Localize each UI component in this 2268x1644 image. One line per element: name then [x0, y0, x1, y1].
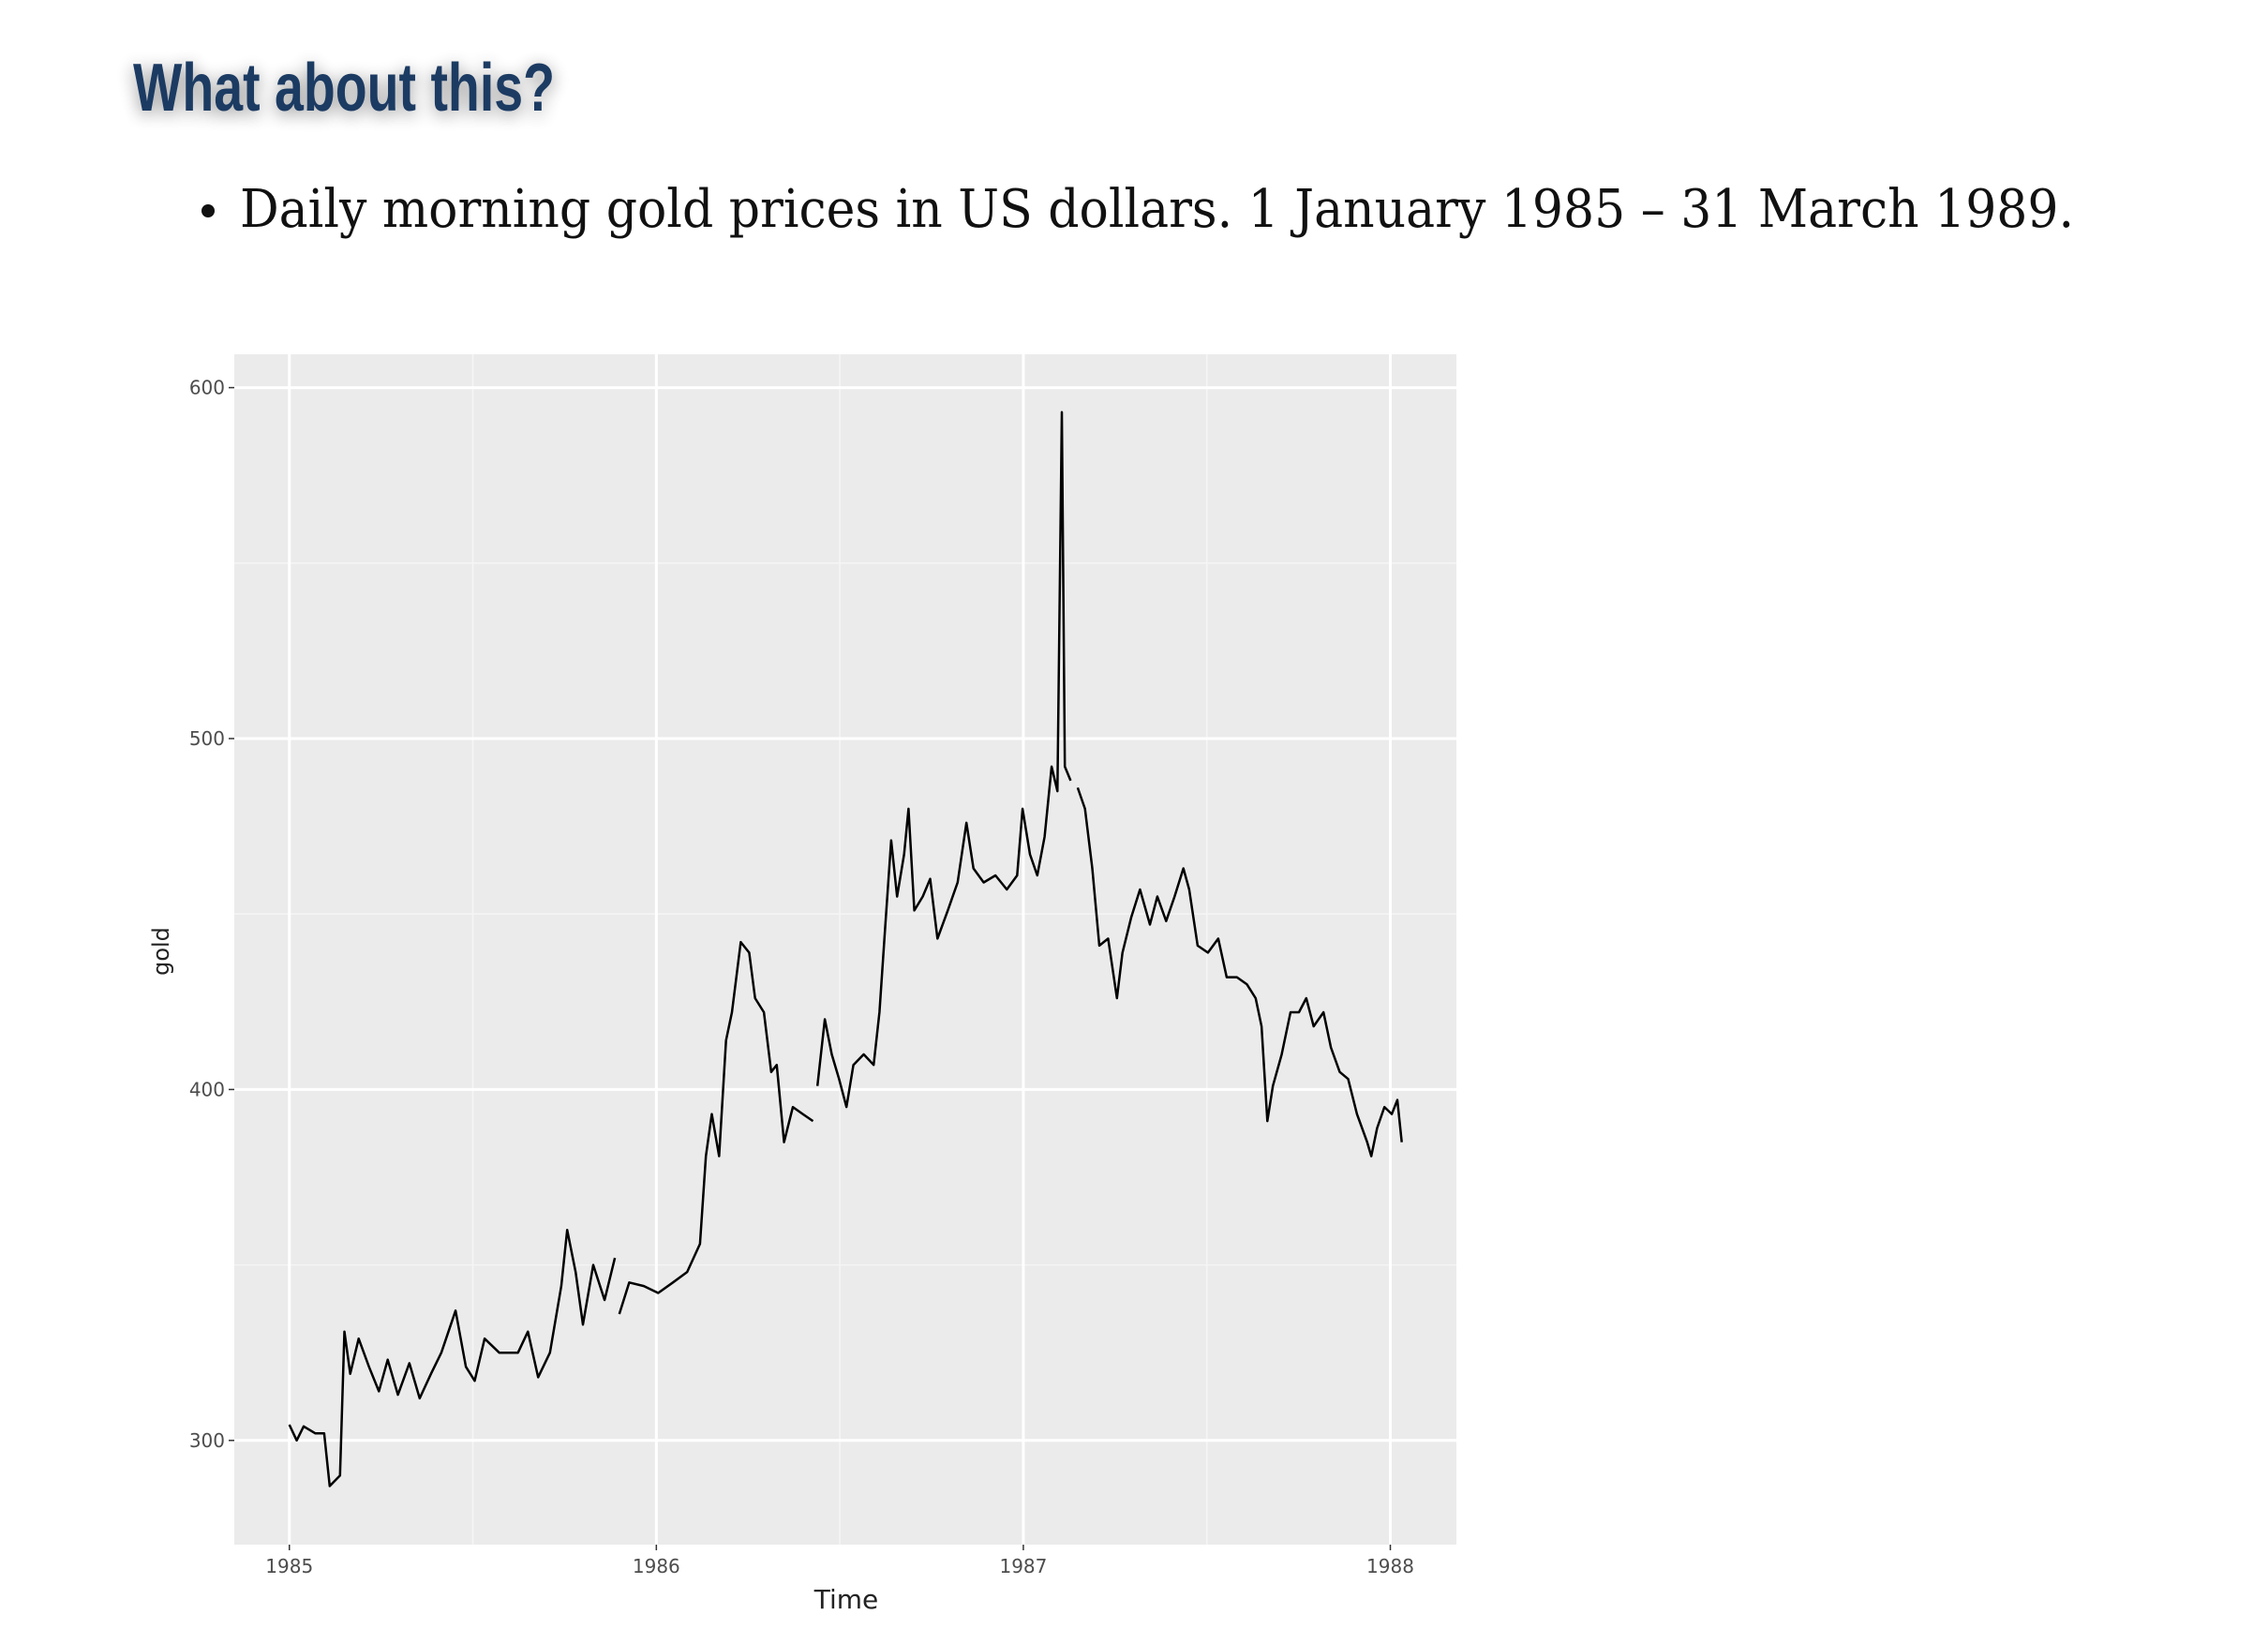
- y-axis-title: gold: [148, 927, 174, 976]
- price-line: [288, 411, 1403, 1487]
- y-tick-label: 500: [189, 727, 225, 750]
- x-axis-title: Time: [813, 1584, 879, 1615]
- bullet-text: Daily morning gold prices in US dollars.…: [240, 179, 2074, 240]
- x-tick-label: 1986: [633, 1555, 680, 1577]
- slide-title: What about this?: [133, 51, 555, 126]
- y-tick-label: 600: [189, 377, 225, 399]
- plot: [288, 411, 1403, 1487]
- y-tick-label: 300: [189, 1429, 225, 1452]
- x-tick-label: 1985: [265, 1555, 313, 1577]
- bullet-dot: [201, 204, 215, 217]
- x-tick-label: 1987: [999, 1555, 1047, 1577]
- y-tick-label: 400: [189, 1078, 225, 1100]
- grid: 300 400 500 600 1985 1986 1987 1988: [189, 354, 1456, 1577]
- plot-panel: [234, 354, 1456, 1545]
- x-tick-label: 1988: [1366, 1555, 1414, 1577]
